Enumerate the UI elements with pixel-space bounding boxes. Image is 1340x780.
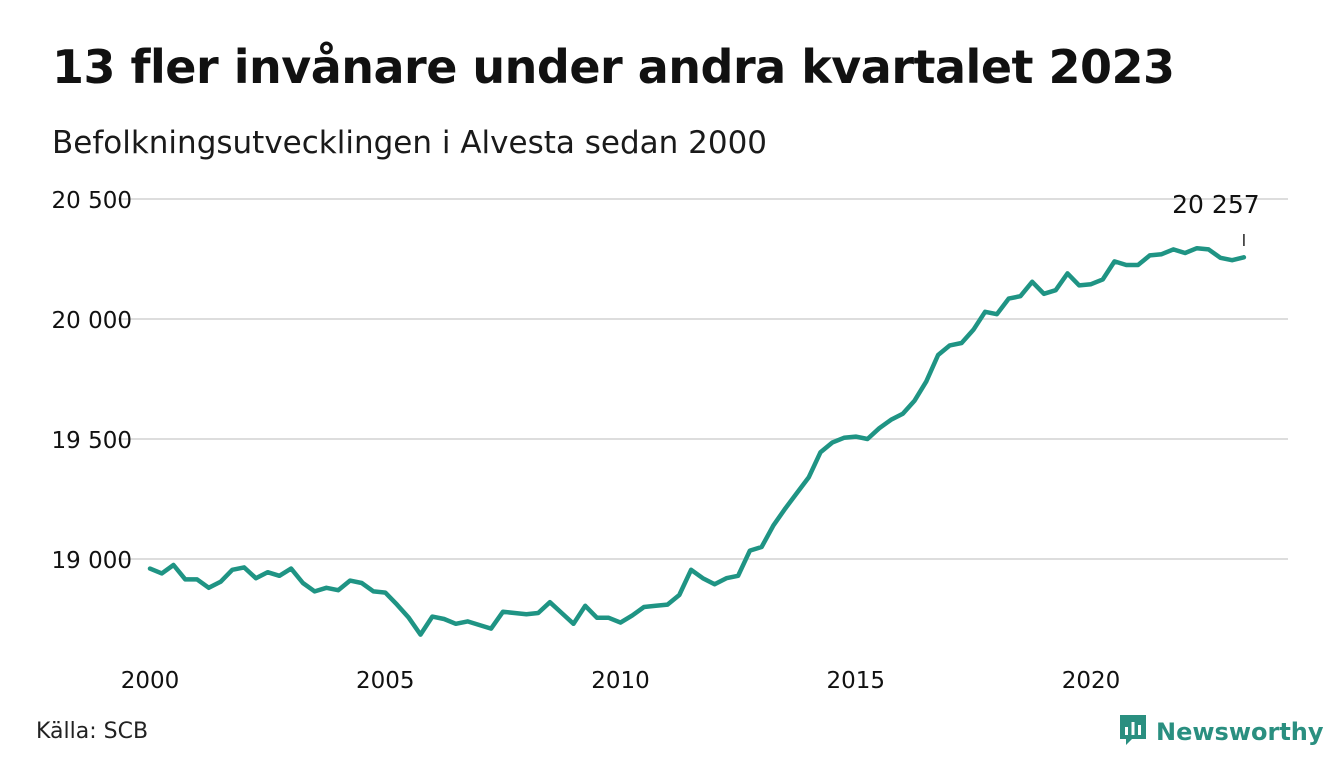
x-tick-label: 2005: [356, 668, 415, 694]
y-tick-label: 19 000: [52, 548, 132, 574]
source-label: Källa: SCB: [36, 719, 149, 744]
series-line: [147, 245, 1247, 637]
y-tick-label: 19 500: [52, 428, 132, 454]
newsworthy-logo-icon: [1118, 713, 1148, 751]
annotation-layer: 20 257: [1172, 190, 1260, 246]
line-chart: 19 000 19 500 20 000 20 500 2000 2005 2010 201…: [52, 188, 1288, 694]
series-layer: [147, 245, 1247, 637]
grid-layer: [118, 198, 1288, 560]
chart-subtitle: Befolkningsutvecklingen i Alvesta sedan …: [52, 125, 768, 161]
brand-logo[interactable]: Newsworthy: [1118, 713, 1324, 751]
y-axis-labels: 19 000 19 500 20 000 20 500: [52, 188, 132, 574]
y-tick-label: 20 500: [52, 188, 132, 214]
x-tick-label: 2020: [1062, 668, 1121, 694]
brand-name: Newsworthy: [1156, 718, 1324, 746]
chart-title: 13 fler invånare under andra kvartalet 2…: [52, 40, 1175, 94]
x-tick-label: 2000: [121, 668, 180, 694]
x-tick-label: 2015: [826, 668, 885, 694]
x-axis-labels: 2000 2005 2010 2015 2020: [121, 668, 1121, 694]
annotation-label: 20 257: [1172, 190, 1259, 219]
y-tick-label: 20 000: [52, 308, 132, 334]
x-tick-label: 2010: [591, 668, 650, 694]
